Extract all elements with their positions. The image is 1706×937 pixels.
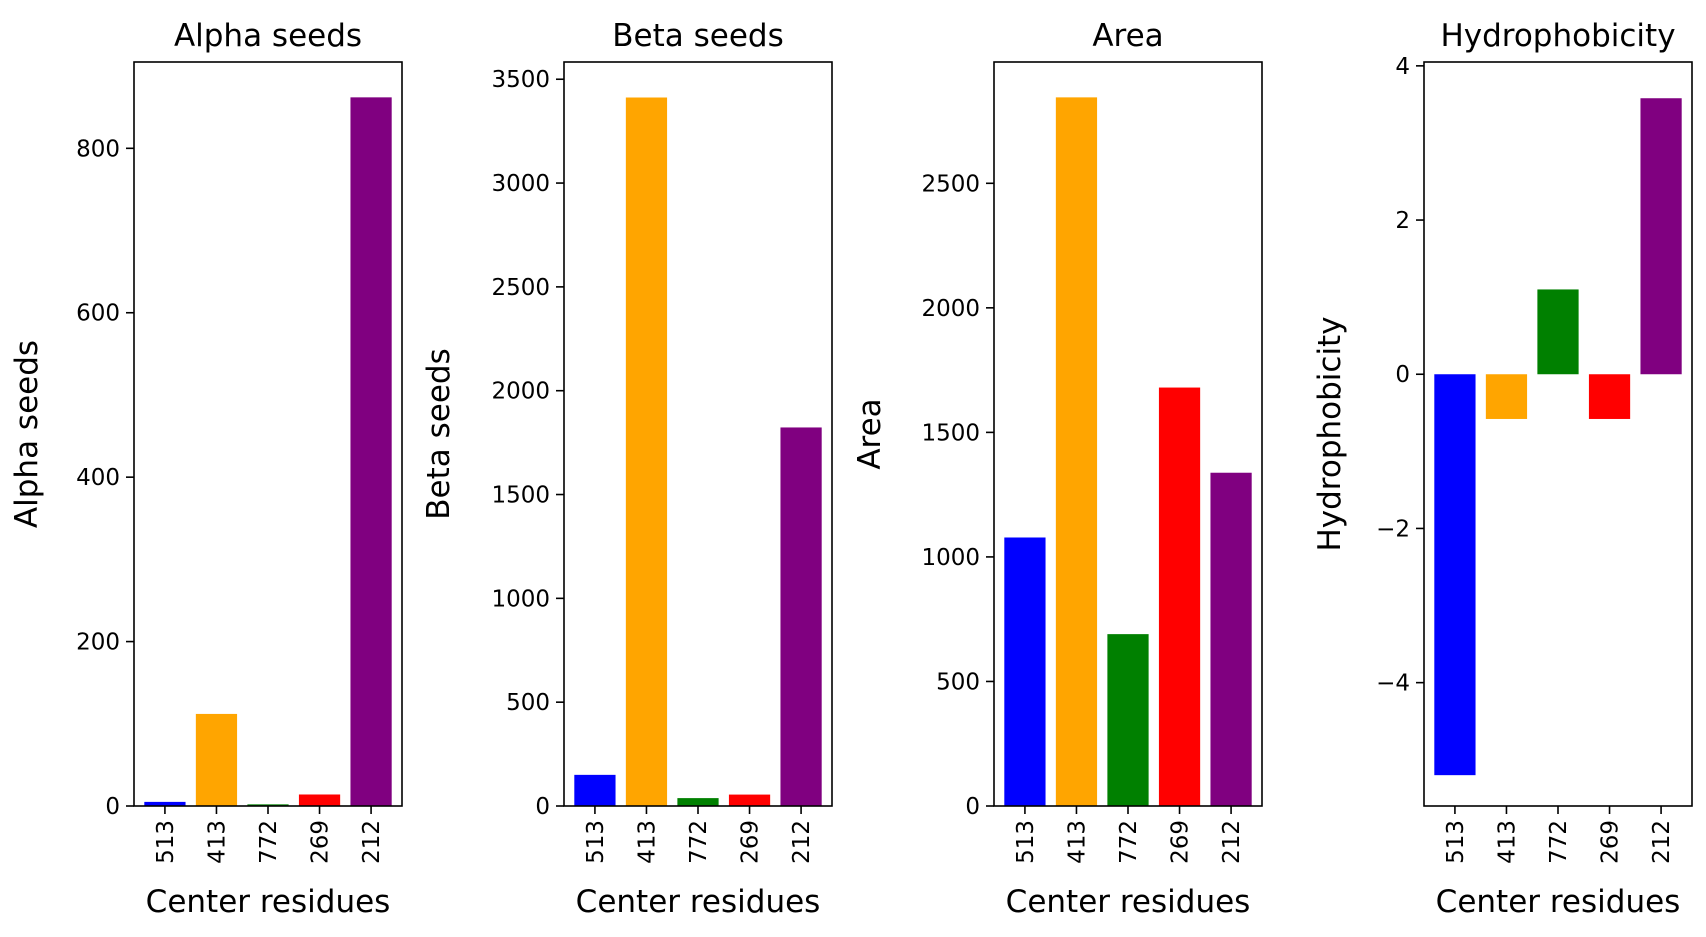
x-axis-label: Center residues	[1006, 884, 1251, 920]
y-tick-label: 0	[105, 794, 120, 820]
panel-4: −4 −2 0 2 4 513 413 772 269 212 Hydrophobicity Cent…	[1312, 18, 1693, 920]
bar-513	[1004, 537, 1046, 806]
y-tick-label: 200	[76, 630, 120, 656]
y-tick-label: 0	[535, 794, 550, 820]
y-tick-label: 400	[76, 465, 120, 491]
y-tick-label: 2000	[921, 296, 980, 322]
panel-2: 0 500 1000 1500 2000 2500 3000 3500 513 413 772 269…	[421, 18, 833, 920]
bar-413	[1055, 97, 1098, 807]
bar-413	[195, 713, 238, 806]
x-tick-label: 513	[583, 820, 609, 864]
bar-269	[1158, 387, 1201, 806]
x-tick-label: 269	[1168, 820, 1194, 864]
bar-212	[350, 97, 392, 806]
bar-513	[1434, 374, 1476, 776]
y-tick-label: 2000	[491, 379, 550, 405]
bar-212	[1640, 98, 1682, 375]
y-axis-label: Alpha seeds	[9, 340, 45, 528]
panel-3: 0 500 1000 1500 2000 2500 513 413 772 269 212 Area C…	[852, 18, 1263, 920]
y-tick-label: 3000	[491, 171, 550, 197]
panel-1: 0 200 400 600 800 513 413 772 269 212 Alpha seeds C…	[9, 18, 403, 920]
x-tick-label: 413	[1494, 820, 1520, 864]
bar-772	[677, 798, 719, 806]
y-axis-label: Hydrophobicity	[1312, 316, 1348, 551]
bar-212	[780, 427, 822, 806]
y-tick-label: −4	[1376, 671, 1410, 697]
y-tick-label: 0	[965, 794, 980, 820]
bar-269	[1588, 374, 1631, 419]
x-tick-label: 772	[256, 820, 282, 864]
chart-title: Alpha seeds	[174, 18, 362, 54]
bar-269	[298, 794, 341, 806]
y-tick-label: 2500	[921, 171, 980, 197]
bar-513	[574, 774, 616, 806]
x-tick-label: 212	[359, 820, 385, 864]
bar-413	[625, 97, 668, 806]
bar-772	[1537, 289, 1579, 375]
y-tick-label: 3500	[491, 67, 550, 93]
chart-title: Area	[1092, 18, 1163, 54]
x-tick-label: 212	[789, 820, 815, 864]
chart-title: Beta seeds	[612, 18, 783, 54]
bar-413	[1485, 374, 1528, 419]
y-tick-label: 600	[76, 301, 120, 327]
y-tick-label: 1500	[491, 483, 550, 509]
x-tick-label: 413	[634, 820, 660, 864]
y-tick-label: 500	[936, 669, 980, 695]
bar-269	[728, 794, 771, 806]
bar-513	[144, 801, 186, 806]
y-tick-label: 1500	[921, 420, 980, 446]
x-tick-label: 772	[1116, 820, 1142, 864]
chart-title: Hydrophobicity	[1440, 18, 1675, 54]
y-tick-label: 800	[76, 136, 120, 162]
y-tick-label: 2	[1395, 208, 1410, 234]
x-tick-label: 413	[204, 820, 230, 864]
bar-772	[247, 804, 289, 806]
y-tick-label: 2500	[491, 275, 550, 301]
x-tick-label: 513	[153, 820, 179, 864]
x-tick-label: 269	[738, 820, 764, 864]
x-tick-label: 772	[686, 820, 712, 864]
x-tick-label: 269	[1598, 820, 1624, 864]
y-tick-label: 500	[506, 690, 550, 716]
y-tick-label: 1000	[921, 545, 980, 571]
x-tick-label: 269	[308, 820, 334, 864]
y-axis-label: Beta seeds	[421, 348, 457, 519]
x-tick-label: 513	[1443, 820, 1469, 864]
bar-212	[1210, 472, 1252, 806]
bar-772	[1107, 634, 1149, 806]
x-tick-label: 513	[1013, 820, 1039, 864]
x-axis-label: Center residues	[1436, 884, 1681, 920]
x-tick-label: 212	[1649, 820, 1675, 864]
x-tick-label: 413	[1064, 820, 1090, 864]
x-axis-label: Center residues	[146, 884, 391, 920]
x-tick-label: 212	[1219, 820, 1245, 864]
y-tick-label: 4	[1395, 54, 1410, 80]
y-tick-label: −2	[1376, 516, 1410, 542]
y-axis-label: Area	[852, 398, 888, 469]
x-tick-label: 772	[1546, 820, 1572, 864]
y-tick-label: 0	[1395, 362, 1410, 388]
y-tick-label: 1000	[491, 586, 550, 612]
x-axis-label: Center residues	[576, 884, 821, 920]
